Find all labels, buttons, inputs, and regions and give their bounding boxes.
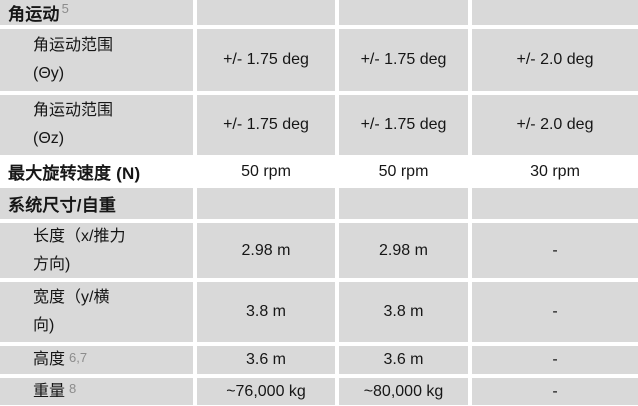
value-cell xyxy=(339,0,468,25)
value-cell xyxy=(197,188,335,219)
value-cell: ~80,000 kg xyxy=(339,378,468,405)
value-cell xyxy=(339,188,468,219)
footnote-ref: 6,7 xyxy=(69,349,88,365)
value-cell: 3.6 m xyxy=(197,346,335,374)
value-cell: 2.98 m xyxy=(339,223,468,278)
value-cell: 3.8 m xyxy=(339,282,468,342)
value-cell: +/- 1.75 deg xyxy=(197,95,335,155)
value-cell: - xyxy=(472,282,638,342)
value-cell xyxy=(197,0,335,25)
value-cell: - xyxy=(472,346,638,374)
row-label: 长度（x/推力 方向) xyxy=(33,227,126,273)
value-cell: +/- 2.0 deg xyxy=(472,95,638,155)
row-label-cell: 宽度（y/横 向) xyxy=(0,282,193,342)
value-cell: 3.6 m xyxy=(339,346,468,374)
section-label: 最大旋转速度 (N) xyxy=(8,164,141,183)
row-label-cell: 重量 8 xyxy=(0,378,193,405)
row-label-cell: 高度 6,7 xyxy=(0,346,193,374)
row-label-cell: 角运动范围 (Θz) xyxy=(0,95,193,155)
value-cell: +/- 1.75 deg xyxy=(197,29,335,91)
value-cell: +/- 2.0 deg xyxy=(472,29,638,91)
value-cell: 3.8 m xyxy=(197,282,335,342)
value-cell: - xyxy=(472,223,638,278)
section-label: 系统尺寸/自重 xyxy=(8,196,117,215)
value-cell xyxy=(472,0,638,25)
row-label: 高度 xyxy=(33,351,66,368)
row-label: 重量 xyxy=(33,382,66,400)
row-label: 宽度（y/横 向) xyxy=(33,289,110,334)
section-label: 角运动 xyxy=(8,5,60,24)
section-label-cell: 最大旋转速度 (N) xyxy=(0,159,193,184)
value-cell: 50 rpm xyxy=(197,159,335,184)
section-label-cell: 系统尺寸/自重 xyxy=(0,188,193,219)
value-cell: +/- 1.75 deg xyxy=(339,95,468,155)
value-cell xyxy=(472,188,638,219)
value-cell: - xyxy=(472,378,638,405)
row-label: 角运动范围 (Θy) xyxy=(33,37,114,82)
value-cell: 50 rpm xyxy=(339,159,468,184)
footnote-ref: 8 xyxy=(69,381,77,396)
value-cell: ~76,000 kg xyxy=(197,378,335,405)
row-label-cell: 角运动范围 (Θy) xyxy=(0,29,193,91)
row-label: 角运动范围 (Θz) xyxy=(33,102,114,147)
value-cell: 30 rpm xyxy=(472,159,638,184)
value-cell: 2.98 m xyxy=(197,223,335,278)
section-label-cell: 角运动 5 xyxy=(0,0,193,25)
value-cell: +/- 1.75 deg xyxy=(339,29,468,91)
footnote-ref: 5 xyxy=(61,1,69,16)
row-label-cell: 长度（x/推力 方向) xyxy=(0,223,193,278)
